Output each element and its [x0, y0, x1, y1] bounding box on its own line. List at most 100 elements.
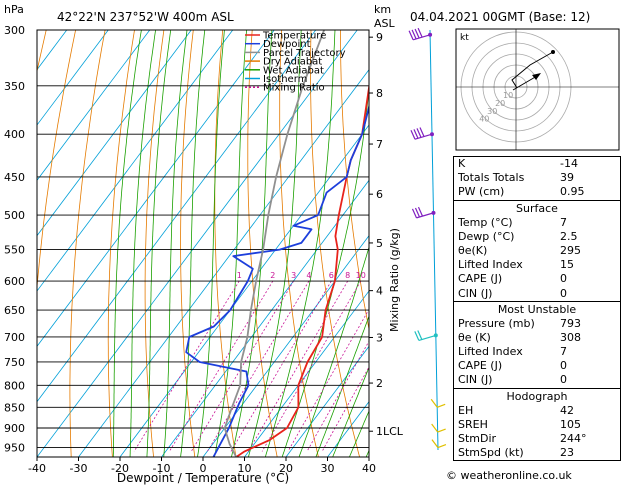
surface-title: Surface	[516, 201, 558, 215]
x-tick-label: 0	[200, 462, 207, 475]
index-row: θe (K) 308	[454, 331, 620, 345]
mixing-ratio-line	[190, 280, 294, 452]
wind-barbs	[408, 27, 447, 451]
legend-label: Dry Adiabat	[263, 57, 322, 68]
index-label: Dewp (°C)	[458, 229, 515, 243]
index-row: CAPE (J) 0	[454, 359, 620, 373]
index-label: StmDir	[458, 432, 497, 445]
isotherm-line	[37, 30, 234, 292]
index-label: CAPE (J)	[458, 359, 503, 373]
wind-barb-feather	[413, 129, 419, 139]
dry-adiabat-line	[144, 30, 165, 457]
index-row: StmDir 244°	[454, 432, 620, 446]
index-label: θe(K)	[458, 243, 488, 257]
index-value: 42	[560, 403, 574, 417]
index-value: 0	[560, 359, 567, 373]
series-dewpoint	[185, 103, 369, 457]
wind-barb-feather	[417, 27, 423, 38]
index-value: 7	[560, 345, 567, 359]
dry-adiabat-line	[340, 30, 369, 332]
pressure-tick-label: 600	[4, 275, 25, 288]
index-row: EH 42	[454, 404, 620, 418]
legend-label: Wet Adiabat	[263, 65, 324, 76]
pressure-tick-label: 400	[4, 128, 25, 141]
dry-adiabat-line	[69, 30, 106, 457]
index-label: EH	[458, 403, 474, 417]
hodograph-ring-label: 30	[487, 107, 497, 116]
index-label: Temp (°C)	[458, 215, 513, 229]
legend-label: Parcel Trajectory	[263, 48, 346, 59]
pressure-tick-label: 750	[4, 356, 25, 369]
isotherm-line	[78, 69, 369, 457]
x-tick-label: 40	[362, 462, 376, 475]
mixing-ratio-label: 2	[270, 271, 275, 280]
asl-label: ASL	[374, 17, 396, 30]
wind-barb-feather	[419, 127, 425, 137]
index-value: 308	[560, 330, 581, 344]
index-row: StmSpd (kt) 23	[454, 446, 620, 460]
wind-barb-shaft	[430, 398, 438, 408]
pressure-tick-label: 700	[4, 331, 25, 344]
index-label: CAPE (J)	[458, 272, 503, 286]
dry-adiabat-line	[107, 30, 135, 457]
plot-frame	[36, 29, 370, 458]
wet-adiabat-line	[112, 30, 142, 457]
isotherm-line	[37, 30, 109, 126]
dry-adiabat-line	[310, 30, 360, 457]
index-label: θe (K)	[458, 330, 491, 344]
index-value: 105	[560, 417, 581, 431]
index-label: Lifted Index	[458, 258, 523, 272]
legend-label: Isotherm	[263, 74, 307, 85]
dry-adiabat-line	[37, 30, 76, 292]
index-value: 793	[560, 316, 581, 330]
wind-barb-shaft	[437, 428, 446, 433]
isotherm-line	[37, 30, 192, 237]
pressure-tick-label: 300	[4, 24, 25, 37]
mixing-ratio-line	[247, 280, 349, 452]
hodograph-point	[551, 50, 555, 54]
wind-barb-feather	[414, 331, 420, 341]
wind-barb-feather	[414, 207, 421, 218]
wet-adiabat-line	[197, 30, 225, 457]
km-tick-label: 6	[376, 188, 383, 201]
index-row: CAPE (J) 0	[454, 272, 620, 286]
wind-barb-feather	[417, 206, 424, 217]
isotherm-line	[161, 179, 369, 457]
x-tick-label: -10	[153, 462, 171, 475]
x-tick-label: 10	[238, 462, 252, 475]
x-tick-label: 30	[321, 462, 335, 475]
storm-motion-arrowhead	[532, 73, 541, 80]
km-tick-label: 4	[376, 285, 383, 298]
index-row: Lifted Index 7	[454, 345, 620, 359]
index-value: 2.5	[560, 229, 578, 243]
index-row: Lifted Index 15	[454, 258, 620, 272]
wind-barb-feather	[408, 30, 414, 41]
mixing-ratio-line	[169, 280, 274, 452]
mixing-ratio-label: 1	[237, 271, 242, 280]
index-value: 23	[560, 446, 574, 460]
isotherm-line	[37, 30, 317, 403]
pressure-tick-label: 550	[4, 244, 25, 257]
pressure-tick-label: 500	[4, 209, 25, 222]
mixing-ratio-label: 25	[412, 271, 422, 280]
wind-barb-feather	[411, 29, 417, 40]
index-row: Dewp (°C) 2.5	[454, 230, 620, 244]
location-label: 42°22'N 237°52'W 400m ASL	[57, 10, 234, 24]
index-row: Pressure (mb) 793	[454, 317, 620, 331]
hpa-label: hPa	[4, 3, 24, 16]
wind-barb-shaft	[431, 439, 439, 448]
pressure-tick-label: 900	[4, 422, 25, 435]
index-label: K	[458, 157, 466, 170]
pressure-tick-label: 950	[4, 442, 25, 455]
wind-profile-line	[429, 29, 439, 451]
dry-adiabat-line	[247, 30, 278, 457]
mixing-ratio-line	[230, 280, 332, 452]
x-tick-label: 20	[279, 462, 293, 475]
km-tick-label: 3	[376, 331, 383, 344]
legend-label: Dewpoint	[263, 39, 311, 50]
indices-table: K -14 Totals Totals 39 PW (cm) 0.95 Surface T…	[453, 156, 621, 462]
isotherm-line	[119, 124, 369, 457]
wind-barb-feather	[414, 28, 420, 39]
legend-label: Temperature	[262, 31, 326, 42]
